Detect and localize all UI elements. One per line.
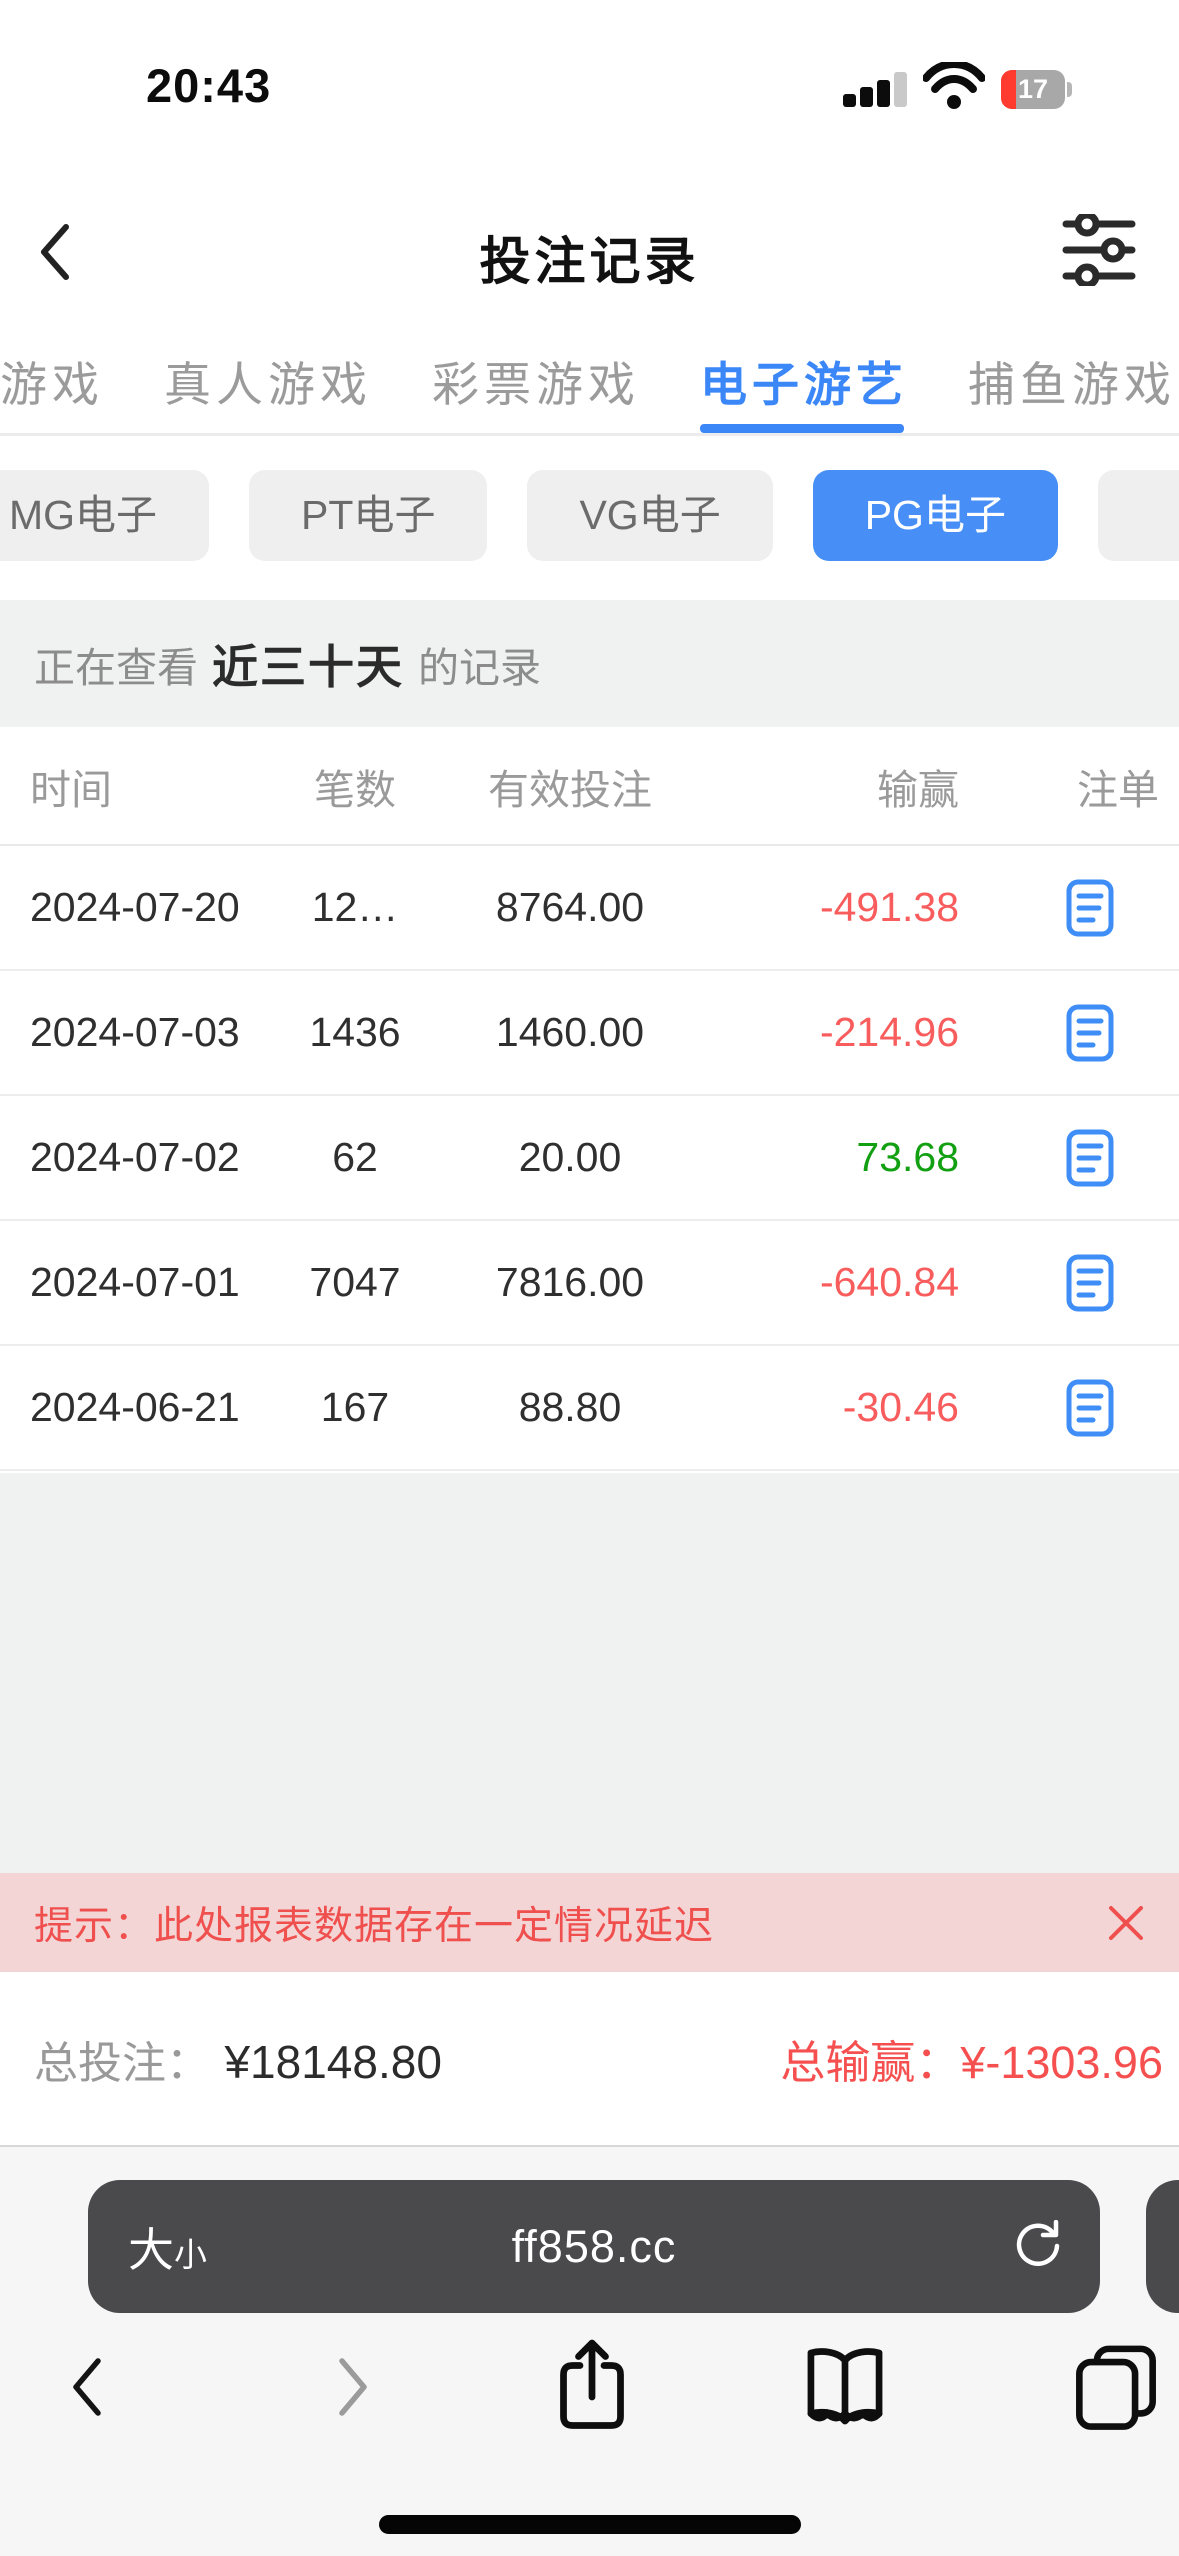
cellular-signal-icon — [843, 67, 907, 110]
table-body: 2024-07-20 12… 8764.00 -491.38 2024-07-0… — [0, 846, 1179, 1471]
cell-count: 1436 — [309, 1009, 401, 1055]
order-detail-icon[interactable] — [1066, 1379, 1114, 1437]
total-bet-label: 总投注： — [34, 2038, 210, 2088]
cell-count: 12… — [311, 884, 399, 930]
tab-card-games[interactable]: 牌游戏 — [0, 358, 104, 411]
address-bar[interactable]: 大 小 ff858.cc — [88, 2180, 1100, 2313]
category-tabs: 牌游戏 真人游戏 彩票游戏 电子游艺 捕鱼游戏 — [0, 330, 1179, 436]
header-valid-bet: 有效投注 — [488, 766, 652, 813]
total-bet-value: ¥18148.80 — [224, 2035, 442, 2088]
close-icon[interactable] — [1107, 1904, 1145, 1942]
total-win-loss: 总输赢：¥-1303.96 — [780, 2037, 1163, 2088]
browser-back-button[interactable] — [66, 2355, 110, 2419]
chip-pt[interactable]: PT电子 — [249, 470, 488, 561]
browser-chrome: 大 小 ff858.cc — [0, 2145, 1179, 2556]
cell-date: 2024-07-01 — [30, 1259, 240, 1305]
text-size-button[interactable]: 大 小 — [128, 2223, 207, 2276]
viewing-range: 近三十天 — [212, 640, 404, 693]
order-detail-icon[interactable] — [1066, 1254, 1114, 1312]
cell-win-loss: -640.84 — [819, 1259, 959, 1305]
empty-area — [0, 1473, 1179, 1873]
cell-count: 62 — [332, 1134, 378, 1180]
battery-percent: 17 — [1017, 74, 1049, 104]
viewing-suffix: 的记录 — [418, 644, 541, 691]
table-row: 2024-07-03 1436 1460.00 -214.96 — [0, 971, 1179, 1096]
wifi-icon — [923, 62, 985, 109]
summary-bar: 总投注： ¥18148.80 总输赢：¥-1303.96 — [0, 1972, 1179, 2145]
order-detail-icon[interactable] — [1066, 1004, 1114, 1062]
provider-chips: MG电子 PT电子 VG电子 PG电子 — [0, 470, 1179, 561]
table-row: 2024-07-01 7047 7816.00 -640.84 — [0, 1221, 1179, 1346]
chip-vg[interactable]: VG电子 — [527, 470, 773, 561]
cell-valid-bet: 20.00 — [518, 1134, 622, 1180]
header-count: 笔数 — [314, 766, 396, 813]
table-row: 2024-06-21 167 88.80 -30.46 — [0, 1346, 1179, 1471]
reload-icon[interactable] — [1012, 2220, 1064, 2272]
tab-electronic-games[interactable]: 电子游艺 — [700, 346, 908, 433]
header-orders: 注单 — [1077, 766, 1159, 813]
tab-lottery-games[interactable]: 彩票游戏 — [432, 358, 640, 411]
cell-date: 2024-06-21 — [30, 1384, 240, 1430]
cell-win-loss: -30.46 — [842, 1384, 959, 1430]
browser-forward-button[interactable] — [330, 2355, 374, 2419]
back-button[interactable] — [36, 222, 76, 282]
cell-win-loss: -214.96 — [819, 1009, 959, 1055]
chip-mg[interactable]: MG电子 — [0, 470, 210, 561]
tabs-icon[interactable] — [1070, 2343, 1162, 2431]
filter-sliders-icon[interactable] — [1062, 214, 1136, 286]
active-tab-underline — [700, 424, 904, 433]
tab-live-games[interactable]: 真人游戏 — [164, 358, 372, 411]
cell-valid-bet: 88.80 — [518, 1384, 622, 1430]
cell-date: 2024-07-03 — [30, 1009, 240, 1055]
battery-icon: 17 — [1001, 70, 1072, 109]
header-win-loss: 输赢 — [877, 766, 959, 813]
url-text: ff858.cc — [511, 2220, 677, 2272]
notice-banner: 提示：此处报表数据存在一定情况延迟 — [0, 1873, 1179, 1972]
table-row: 2024-07-02 62 20.00 73.68 — [0, 1096, 1179, 1221]
status-icons: 17 — [843, 62, 1072, 110]
cell-valid-bet: 7816.00 — [495, 1259, 645, 1305]
status-time: 20:43 — [146, 59, 272, 112]
cell-date: 2024-07-20 — [30, 884, 240, 930]
cell-win-loss: -491.38 — [819, 884, 959, 930]
cell-valid-bet: 8764.00 — [495, 884, 645, 930]
cell-date: 2024-07-02 — [30, 1134, 240, 1180]
header-time: 时间 — [30, 766, 112, 813]
tab-fishing-games[interactable]: 捕鱼游戏 — [968, 358, 1176, 411]
share-icon[interactable] — [556, 2337, 628, 2433]
page-title: 投注记录 — [479, 233, 700, 290]
cell-win-loss: 73.68 — [856, 1134, 959, 1180]
cell-count: 167 — [320, 1384, 390, 1430]
cell-count: 7047 — [309, 1259, 401, 1305]
total-bet: 总投注： ¥18148.80 — [34, 2027, 442, 2091]
order-detail-icon[interactable] — [1066, 879, 1114, 937]
bookmarks-icon[interactable] — [800, 2347, 890, 2427]
table-header: 时间 笔数 有效投注 输赢 注单 — [0, 727, 1179, 846]
battery-fill — [1001, 70, 1016, 109]
cell-valid-bet: 1460.00 — [495, 1009, 645, 1055]
notice-text: 提示：此处报表数据存在一定情况延迟 — [34, 1904, 715, 1948]
chip-pg[interactable]: PG电子 — [812, 470, 1058, 561]
chip-partial[interactable] — [1097, 470, 1179, 561]
order-detail-icon[interactable] — [1066, 1129, 1114, 1187]
adjacent-tab-pill[interactable] — [1146, 2180, 1179, 2313]
viewing-range-bar: 正在查看 近三十天 的记录 — [0, 600, 1179, 727]
table-row: 2024-07-20 12… 8764.00 -491.38 — [0, 846, 1179, 971]
viewing-prefix: 正在查看 — [34, 644, 198, 691]
home-indicator[interactable] — [379, 2515, 801, 2534]
